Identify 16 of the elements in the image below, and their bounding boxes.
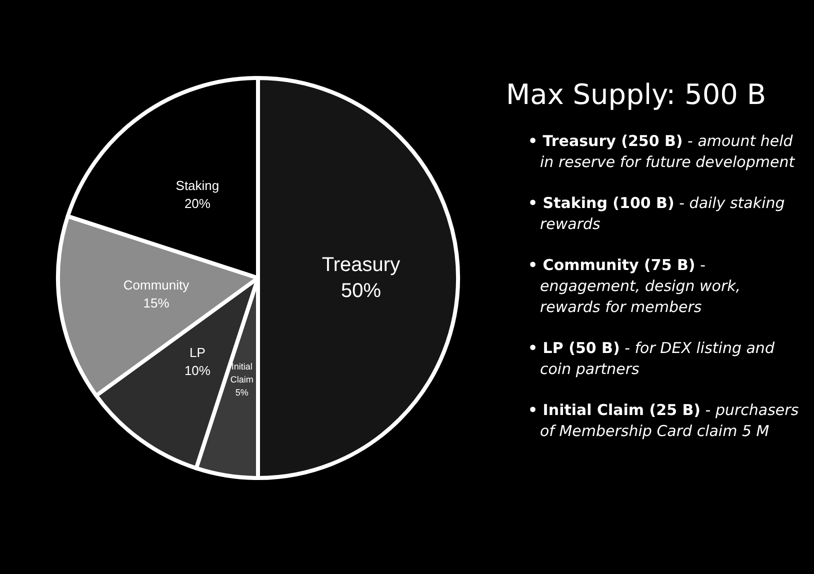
- data-label: 5%: [235, 388, 248, 398]
- text: • Community (75 B) - engagement, design work, rewards for members: [528, 255, 742, 318]
- slice-label: Community: [123, 278, 190, 293]
- text: • Treasury (250 B) - amount held in reserve for future development: [528, 131, 796, 173]
- data-label: 20%: [184, 196, 211, 212]
- slice-label: Treasury: [322, 254, 400, 276]
- slice-label: LP: [190, 344, 206, 360]
- data-label: 10%: [184, 362, 211, 378]
- slice-label: Initial Claim: [230, 362, 254, 385]
- text: Max Supply: 500 B: [506, 78, 768, 111]
- data-label: 15%: [143, 296, 170, 311]
- text: • LP (50 B) - for DEX listing and coin partners: [528, 338, 776, 380]
- text: • Staking (100 B) - daily staking rewards: [528, 194, 785, 233]
- data-label: 50%: [340, 280, 382, 302]
- text: • Initial Claim (25 B) - purchasers of Membership Card claim 5 M: [528, 400, 800, 442]
- slice-label: Staking: [176, 178, 220, 194]
